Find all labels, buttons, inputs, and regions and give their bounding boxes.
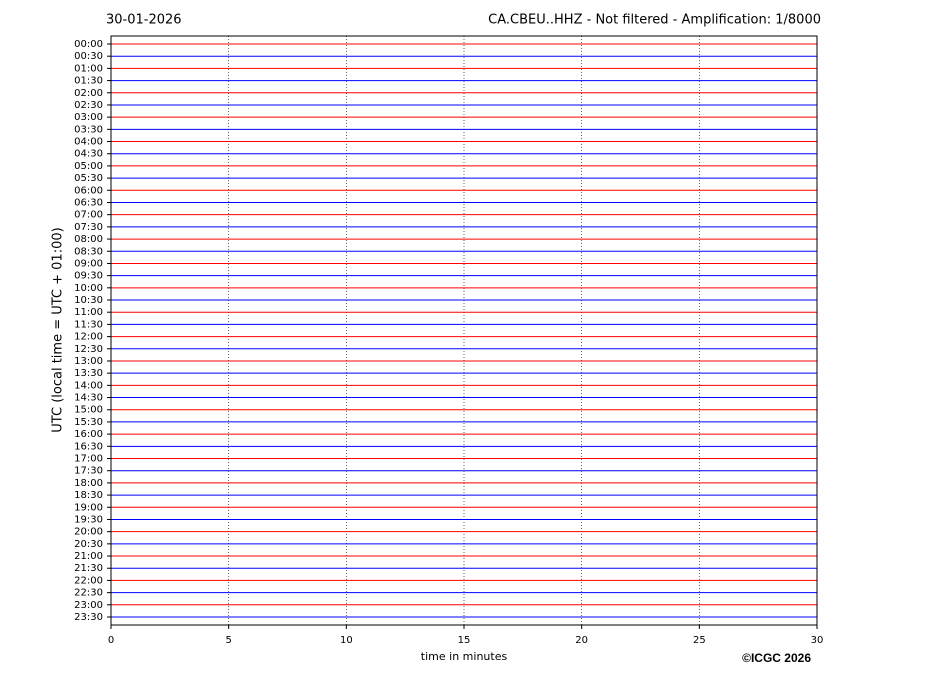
y-tick-label: 00:00 bbox=[74, 39, 103, 50]
y-tick-label: 08:30 bbox=[74, 246, 103, 257]
y-tick-label: 09:30 bbox=[74, 271, 103, 282]
chart-title: CA.CBEU..HHZ - Not filtered - Amplificat… bbox=[488, 13, 821, 28]
y-tick-label: 23:00 bbox=[74, 600, 103, 611]
y-tick-label: 15:00 bbox=[74, 405, 103, 416]
y-tick-label: 04:30 bbox=[74, 149, 103, 160]
y-tick-label: 07:00 bbox=[74, 210, 103, 221]
y-tick-label: 14:30 bbox=[74, 393, 103, 404]
y-tick-label: 17:30 bbox=[74, 466, 103, 477]
y-tick-label: 10:30 bbox=[74, 295, 103, 306]
y-tick-label: 15:30 bbox=[74, 417, 103, 428]
date: 30-01-2026 bbox=[106, 13, 182, 28]
y-tick-label: 13:30 bbox=[74, 368, 103, 379]
y-tick-label: 14:00 bbox=[74, 380, 103, 391]
x-tick-label: 15 bbox=[458, 635, 471, 646]
y-tick-label: 22:30 bbox=[74, 588, 103, 599]
y-tick-label: 06:30 bbox=[74, 197, 103, 208]
y-tick-label: 03:00 bbox=[74, 112, 103, 123]
y-tick-label: 00:30 bbox=[74, 51, 103, 62]
y-tick-label: 12:00 bbox=[74, 332, 103, 343]
y-tick-label: 16:30 bbox=[74, 441, 103, 452]
y-tick-label: 11:30 bbox=[74, 319, 103, 330]
y-tick-label: 13:00 bbox=[74, 356, 103, 367]
x-tick-label: 30 bbox=[811, 635, 824, 646]
y-tick-label: 02:30 bbox=[74, 100, 103, 111]
y-tick-label: 04:00 bbox=[74, 137, 103, 148]
y-tick-label: 05:30 bbox=[74, 173, 103, 184]
y-tick-label: 17:00 bbox=[74, 454, 103, 465]
y-tick-label: 21:30 bbox=[74, 563, 103, 574]
x-tick-label: 5 bbox=[225, 635, 231, 646]
y-tick-label: 19:30 bbox=[74, 514, 103, 525]
x-tick-label: 25 bbox=[693, 635, 706, 646]
y-tick-label: 18:30 bbox=[74, 490, 103, 501]
y-tick-label: 11:00 bbox=[74, 307, 103, 318]
y-tick-label: 19:00 bbox=[74, 502, 103, 513]
y-axis-label: UTC (local time = UTC + 01:00) bbox=[51, 227, 66, 432]
x-tick-label: 10 bbox=[340, 635, 353, 646]
y-tick-label: 20:30 bbox=[74, 539, 103, 550]
y-tick-label: 12:30 bbox=[74, 344, 103, 355]
y-tick-label: 23:30 bbox=[74, 612, 103, 623]
y-tick-label: 08:00 bbox=[74, 234, 103, 245]
y-tick-label: 18:00 bbox=[74, 478, 103, 489]
y-tick-label: 01:00 bbox=[74, 63, 103, 74]
y-tick-label: 20:00 bbox=[74, 527, 103, 538]
y-tick-label: 22:00 bbox=[74, 575, 103, 586]
credit: ©ICGC 2026 bbox=[742, 651, 811, 665]
y-tick-label: 01:30 bbox=[74, 76, 103, 87]
x-tick-label: 0 bbox=[108, 635, 114, 646]
y-tick-label: 06:00 bbox=[74, 185, 103, 196]
y-tick-label: 09:00 bbox=[74, 258, 103, 269]
y-tick-label: 21:00 bbox=[74, 551, 103, 562]
y-tick-label: 02:00 bbox=[74, 88, 103, 99]
y-tick-label: 16:00 bbox=[74, 429, 103, 440]
x-axis-label: time in minutes bbox=[421, 650, 508, 663]
x-tick-label: 20 bbox=[575, 635, 588, 646]
y-tick-label: 07:30 bbox=[74, 222, 103, 233]
plot-frame bbox=[110, 35, 818, 626]
y-tick-label: 10:00 bbox=[74, 283, 103, 294]
y-tick-label: 05:00 bbox=[74, 161, 103, 172]
y-tick-label: 03:30 bbox=[74, 124, 103, 135]
